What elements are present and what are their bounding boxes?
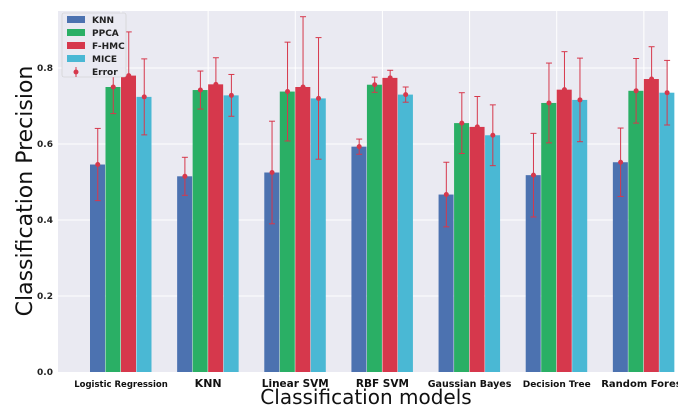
x-tick-label: Decision Tree	[523, 380, 591, 390]
error-marker	[182, 173, 188, 179]
legend-label-knn: KNN	[92, 16, 114, 26]
legend-label-ppca: PPCA	[92, 29, 119, 39]
bar-mice-2	[310, 98, 326, 373]
y-axis-label: Classification Precision	[13, 66, 38, 317]
bar-ppca-6	[628, 90, 644, 373]
error-marker	[561, 87, 567, 93]
legend-swatch-mice	[67, 55, 85, 62]
y-axis-ticks: 0.0 0.2 0.4 0.6 0.8	[37, 64, 53, 378]
y-tick-label: 0.2	[37, 292, 53, 302]
bar-f-hmc-0	[121, 75, 136, 372]
bar-f-hmc-2	[295, 87, 311, 372]
bar-ppca-4	[454, 123, 470, 372]
bar-ppca-3	[366, 84, 382, 372]
bar-knn-2	[264, 172, 280, 372]
error-marker	[459, 120, 465, 126]
bar-mice-0	[136, 96, 152, 372]
legend: KNN PPCA F-HMC MICE Error	[61, 12, 127, 78]
bar-mice-3	[397, 94, 413, 372]
error-marker	[197, 87, 203, 93]
x-tick-label: Gaussian Bayes	[428, 379, 512, 390]
legend-label-error: Error	[92, 68, 118, 78]
error-marker	[300, 84, 306, 90]
bar-ppca-2	[279, 91, 295, 372]
error-marker	[141, 94, 147, 100]
error-marker	[618, 159, 624, 165]
bar-mice-5	[572, 99, 588, 373]
bars	[90, 75, 675, 373]
error-marker	[474, 124, 480, 130]
error-marker	[372, 82, 378, 88]
x-tick-label: Logistic Regression	[74, 380, 168, 390]
x-axis-ticks: Logistic Regression KNN Linear SVM RBF SVM G…	[74, 377, 678, 390]
error-bars	[94, 16, 671, 228]
x-axis-label: Classification models	[260, 385, 471, 409]
error-marker	[633, 88, 639, 94]
bar-f-hmc-3	[382, 77, 398, 372]
bar-knn-4	[438, 194, 454, 372]
bar-knn-3	[351, 146, 367, 372]
bar-ppca-0	[105, 87, 121, 372]
error-marker	[228, 92, 234, 98]
bar-f-hmc-5	[556, 89, 572, 372]
bar-f-hmc-1	[208, 84, 224, 372]
bar-mice-4	[485, 135, 501, 372]
error-marker	[213, 81, 219, 87]
error-marker	[285, 89, 291, 95]
legend-error-marker	[73, 69, 79, 75]
x-tick-label: Random Forest	[601, 379, 678, 390]
y-tick-label: 0.8	[37, 64, 53, 74]
x-tick-label: Linear SVM	[262, 378, 329, 390]
error-marker	[649, 76, 655, 82]
legend-label-mice: MICE	[92, 55, 117, 65]
bar-mice-1	[223, 95, 239, 373]
error-marker	[443, 192, 449, 198]
y-tick-label: 0.6	[37, 140, 53, 150]
error-marker	[316, 95, 322, 101]
error-marker	[530, 172, 536, 178]
error-marker	[546, 100, 552, 106]
x-tick-label: RBF SVM	[356, 378, 409, 390]
error-marker	[95, 162, 101, 168]
bar-knn-6	[612, 162, 628, 372]
legend-swatch-knn	[67, 16, 85, 23]
y-tick-label: 0.4	[37, 216, 53, 226]
bar-ppca-1	[192, 90, 208, 372]
error-marker	[126, 73, 132, 79]
error-marker	[664, 90, 670, 96]
legend-swatch-ppca	[67, 29, 85, 36]
error-marker	[403, 92, 409, 98]
bar-ppca-5	[541, 102, 557, 373]
legend-label-f-hmc: F-HMC	[92, 42, 125, 52]
error-marker	[387, 75, 393, 81]
y-tick-label: 0.0	[37, 368, 53, 378]
error-marker	[269, 170, 275, 175]
error-marker	[356, 144, 362, 150]
error-marker	[110, 84, 116, 90]
legend-swatch-f-hmc	[67, 42, 85, 49]
bar-knn-1	[177, 176, 193, 372]
bar-f-hmc-4	[469, 126, 485, 373]
bar-mice-6	[659, 92, 675, 372]
bar-knn-5	[525, 175, 541, 372]
error-marker	[577, 97, 583, 103]
error-marker	[490, 132, 496, 138]
bar-knn-0	[90, 164, 105, 372]
bar-f-hmc-6	[643, 79, 659, 373]
x-tick-label: KNN	[195, 377, 222, 390]
